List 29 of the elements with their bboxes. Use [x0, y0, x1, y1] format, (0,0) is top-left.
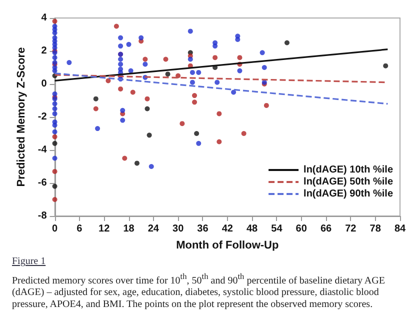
x-tick-label: 30 [172, 224, 184, 234]
x-tick-label: 12 [98, 224, 110, 234]
x-tick-label: 36 [197, 224, 209, 234]
y-tick-label: -6 [38, 178, 48, 188]
x-tick-label: 54 [271, 224, 283, 234]
y-tick-label: -4 [38, 144, 48, 156]
x-tick-label: 78 [370, 224, 382, 234]
y-tick-label: 2 [41, 46, 48, 56]
x-axis-title: Month of Follow-Up [176, 240, 279, 252]
y-tick-label: -2 [38, 112, 48, 122]
y-tick-label: -8 [38, 210, 48, 222]
y-tick-label: 4 [41, 12, 48, 24]
x-tick-label: 18 [123, 224, 135, 234]
legend-label: ln(dAGE) 90th %ile [304, 188, 394, 200]
legend-label: ln(dAGE) 10th %ile [304, 164, 394, 176]
x-tick-label: 60 [296, 224, 308, 234]
y-tick-label: 0 [41, 78, 48, 90]
x-tick-label: 0 [52, 224, 58, 234]
x-tick-label: 48 [246, 224, 258, 234]
y-axis-title: Predicted Memory Z-Score [16, 47, 28, 187]
text: Predicted memory scores over time for 10$^{th}$, 50$^{th}$ and 90$^{th}$ percentile of baseline dietary AGE (dAGE) – adjusted for sex, age, education, diabetes, systolic blood pressure, diastolic blood pressure, APOE4, and BMI. The points on the plot represent the observed memory scores. [12, 272, 385, 310]
x-tick-label: 42 [222, 224, 234, 234]
x-tick-label: 24 [148, 224, 160, 234]
x-tick-label: 72 [345, 224, 357, 234]
legend-label: ln(dAGE) 50th %ile [304, 176, 394, 188]
x-tick-label: 66 [320, 224, 332, 234]
caption: Figure 1 [12, 256, 47, 268]
x-tick-label: 84 [394, 224, 406, 234]
x-tick-label: 6 [76, 224, 83, 234]
